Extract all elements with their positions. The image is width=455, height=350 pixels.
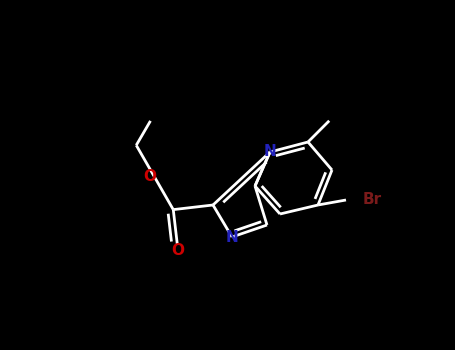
- Text: N: N: [226, 230, 238, 245]
- Text: O: O: [143, 169, 156, 184]
- Text: Br: Br: [363, 193, 382, 208]
- Text: O: O: [171, 243, 184, 258]
- Text: N: N: [263, 145, 276, 160]
